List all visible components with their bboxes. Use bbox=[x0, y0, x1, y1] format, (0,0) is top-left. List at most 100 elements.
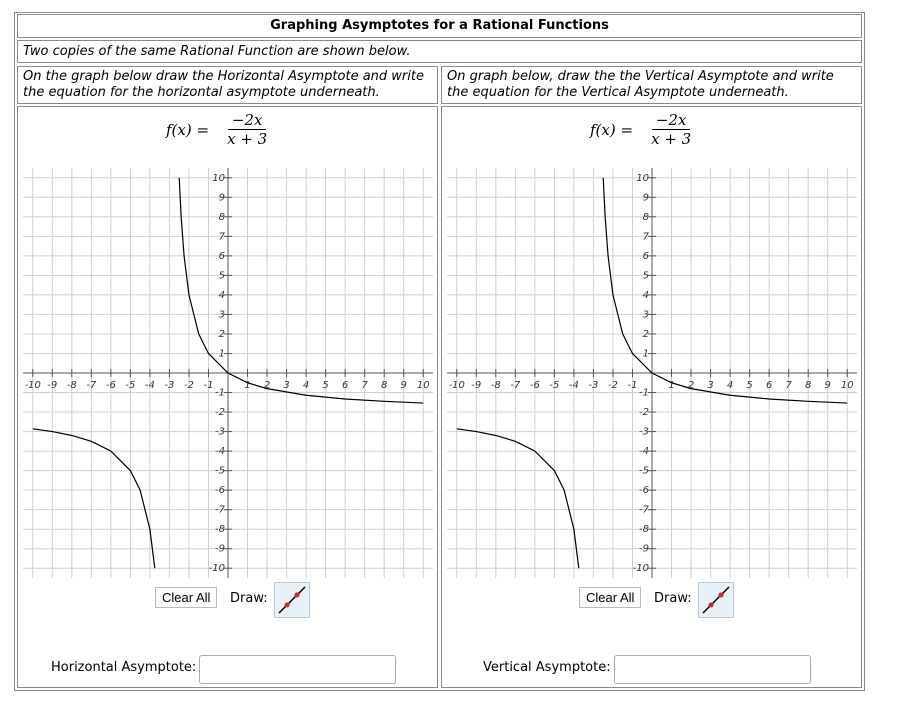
clear-button[interactable]: Clear All bbox=[155, 587, 218, 608]
instruction: On the graph below draw the Horizontal A… bbox=[17, 66, 438, 104]
y-tick-label: -5 bbox=[639, 466, 649, 477]
y-tick-label: 1 bbox=[643, 348, 649, 359]
y-tick-label: -7 bbox=[639, 505, 650, 516]
y-tick-label: 1 bbox=[219, 348, 225, 359]
graph-panel: f(x) = −2x x + 3 -10 -9 -8 -7 -6 -5 -4 -3 -2 -1 1 2 3 4 5… bbox=[441, 106, 862, 688]
x-tick-label: 7 bbox=[361, 380, 368, 391]
x-tick-label: -10 bbox=[449, 380, 465, 391]
icon-line bbox=[702, 586, 730, 614]
y-tick-label: 6 bbox=[643, 251, 649, 262]
y-tick-label: 10 bbox=[212, 173, 225, 184]
y-tick-label: 3 bbox=[643, 309, 649, 320]
x-tick-label: 9 bbox=[825, 380, 831, 391]
graph: -10 -9 -8 -7 -6 -5 -4 -3 -2 -1 1 2 3 4 5 6 7 8 9 10-10-9-8-… bbox=[447, 168, 857, 578]
y-tick-label: 5 bbox=[643, 270, 649, 281]
y-tick-label: -8 bbox=[215, 524, 225, 535]
y-tick-label: -1 bbox=[215, 388, 225, 399]
fraction: −2x x + 3 bbox=[223, 111, 271, 148]
y-tick-label: -1 bbox=[639, 388, 649, 399]
y-tick-label: -2 bbox=[215, 407, 225, 418]
intro: Two copies of the same Rational Function… bbox=[17, 40, 862, 63]
y-tick-label: 8 bbox=[643, 212, 649, 223]
icon-point bbox=[294, 592, 300, 598]
denominator: x + 3 bbox=[227, 130, 268, 148]
x-tick-label: 9 bbox=[401, 380, 407, 391]
x-tick-label: 2 bbox=[688, 380, 694, 391]
y-tick-label: -7 bbox=[215, 505, 226, 516]
y-tick-label: -6 bbox=[639, 485, 649, 496]
y-tick-label: 4 bbox=[219, 290, 225, 301]
y-tick-label: 6 bbox=[219, 251, 225, 262]
x-tick-label: 1 bbox=[668, 380, 674, 391]
y-tick-label: -10 bbox=[209, 563, 225, 574]
formula-lhs: f(x) = bbox=[590, 120, 634, 139]
y-tick-label: 3 bbox=[219, 309, 225, 320]
x-tick-label: -9 bbox=[47, 380, 57, 391]
x-tick-label: -2 bbox=[184, 380, 194, 391]
x-tick-label: -3 bbox=[164, 380, 174, 391]
y-tick-label: -2 bbox=[639, 407, 649, 418]
function-curve bbox=[456, 177, 848, 569]
x-tick-label: -2 bbox=[608, 380, 618, 391]
icon-point bbox=[284, 602, 290, 608]
x-tick-label: 10 bbox=[841, 380, 854, 391]
y-tick-label: 7 bbox=[219, 231, 226, 242]
line-tool[interactable] bbox=[698, 582, 734, 618]
y-tick-label: -10 bbox=[633, 563, 649, 574]
icon-point bbox=[718, 592, 724, 598]
y-tick-label: -3 bbox=[215, 427, 225, 438]
formula: f(x) = −2x x + 3 bbox=[590, 111, 695, 148]
x-tick-label: 2 bbox=[264, 380, 270, 391]
x-tick-label: 3 bbox=[707, 380, 713, 391]
x-tick-label: -9 bbox=[471, 380, 481, 391]
graph-panel: f(x) = −2x x + 3 -10 -9 -8 -7 -6 -5 -4 -3 -2 -1 1 2 3 4 5… bbox=[17, 106, 438, 688]
y-tick-label: -4 bbox=[215, 446, 225, 457]
y-tick-label: 9 bbox=[643, 192, 649, 203]
graph: -10 -9 -8 -7 -6 -5 -4 -3 -2 -1 1 2 3 4 5 6 7 8 9 10-10-9-8-… bbox=[23, 168, 433, 578]
x-tick-label: 10 bbox=[417, 380, 430, 391]
x-tick-label: 6 bbox=[766, 380, 772, 391]
x-tick-label: 6 bbox=[342, 380, 348, 391]
x-tick-label: -5 bbox=[125, 380, 135, 391]
y-tick-label: 5 bbox=[219, 270, 225, 281]
formula: f(x) = −2x x + 3 bbox=[166, 111, 271, 148]
x-tick-label: -7 bbox=[510, 380, 521, 391]
x-tick-label: -6 bbox=[106, 380, 116, 391]
x-tick-label: -8 bbox=[67, 380, 77, 391]
y-tick-label: -8 bbox=[639, 524, 649, 535]
line-tool[interactable] bbox=[274, 582, 310, 618]
y-tick-label: -6 bbox=[215, 485, 225, 496]
y-tick-label: -4 bbox=[639, 446, 649, 457]
x-tick-label: 5 bbox=[322, 380, 328, 391]
y-tick-label: 8 bbox=[219, 212, 225, 223]
numerator: −2x bbox=[227, 111, 267, 130]
answer-label: Horizontal Asymptote: bbox=[51, 660, 197, 675]
instruction: On graph below, draw the the Vertical As… bbox=[441, 66, 862, 104]
x-tick-label: 4 bbox=[727, 380, 733, 391]
clear-button[interactable]: Clear All bbox=[579, 587, 642, 608]
x-tick-label: 5 bbox=[746, 380, 752, 391]
y-tick-label: 2 bbox=[643, 329, 649, 340]
y-tick-label: 2 bbox=[219, 329, 225, 340]
answer-input[interactable] bbox=[199, 655, 396, 684]
y-tick-label: 4 bbox=[643, 290, 649, 301]
x-tick-label: -3 bbox=[588, 380, 598, 391]
x-tick-label: -10 bbox=[25, 380, 41, 391]
y-tick-label: 9 bbox=[219, 192, 225, 203]
x-tick-label: 7 bbox=[785, 380, 792, 391]
x-tick-label: -8 bbox=[491, 380, 501, 391]
title: Graphing Asymptotes for a Rational Funct… bbox=[17, 14, 862, 38]
line-tool-icon bbox=[702, 586, 730, 614]
y-tick-label: -5 bbox=[215, 466, 225, 477]
x-tick-label: -6 bbox=[530, 380, 540, 391]
draw-label: Draw: bbox=[654, 591, 692, 606]
x-tick-label: -1 bbox=[627, 380, 637, 391]
answer-input[interactable] bbox=[614, 655, 811, 684]
x-tick-label: 8 bbox=[805, 380, 811, 391]
x-tick-label: -1 bbox=[203, 380, 213, 391]
x-tick-label: -5 bbox=[549, 380, 559, 391]
formula-lhs: f(x) = bbox=[166, 120, 210, 139]
x-tick-label: -4 bbox=[569, 380, 579, 391]
y-tick-label: 10 bbox=[636, 173, 649, 184]
